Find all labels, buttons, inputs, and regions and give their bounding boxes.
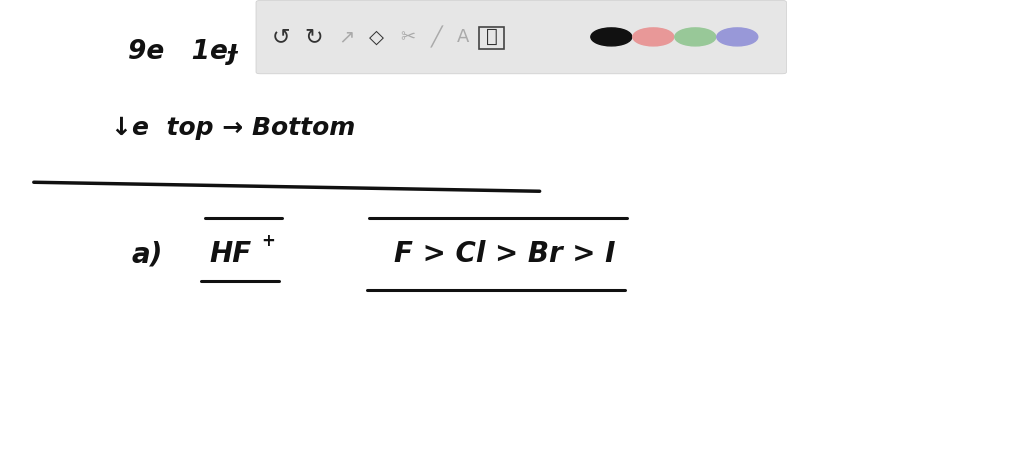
Text: +: + (261, 232, 275, 250)
Text: A: A (457, 28, 469, 46)
Text: ↺: ↺ (271, 27, 290, 47)
Text: ◇: ◇ (370, 27, 384, 46)
Text: ✂: ✂ (400, 28, 415, 46)
Text: ⛰: ⛰ (485, 27, 498, 46)
Text: ╱: ╱ (430, 26, 442, 48)
Text: 9e   1eɟ: 9e 1eɟ (128, 39, 237, 65)
Circle shape (717, 28, 758, 46)
Text: F > Cl > Br > I: F > Cl > Br > I (394, 240, 615, 268)
Text: ↗: ↗ (338, 27, 354, 46)
Circle shape (591, 28, 632, 46)
Text: HF: HF (210, 240, 252, 268)
Circle shape (633, 28, 674, 46)
Text: a): a) (131, 240, 163, 268)
Circle shape (675, 28, 716, 46)
FancyBboxPatch shape (256, 0, 786, 74)
Text: ↓e  top → Bottom: ↓e top → Bottom (111, 116, 355, 140)
Text: ↻: ↻ (304, 27, 323, 47)
